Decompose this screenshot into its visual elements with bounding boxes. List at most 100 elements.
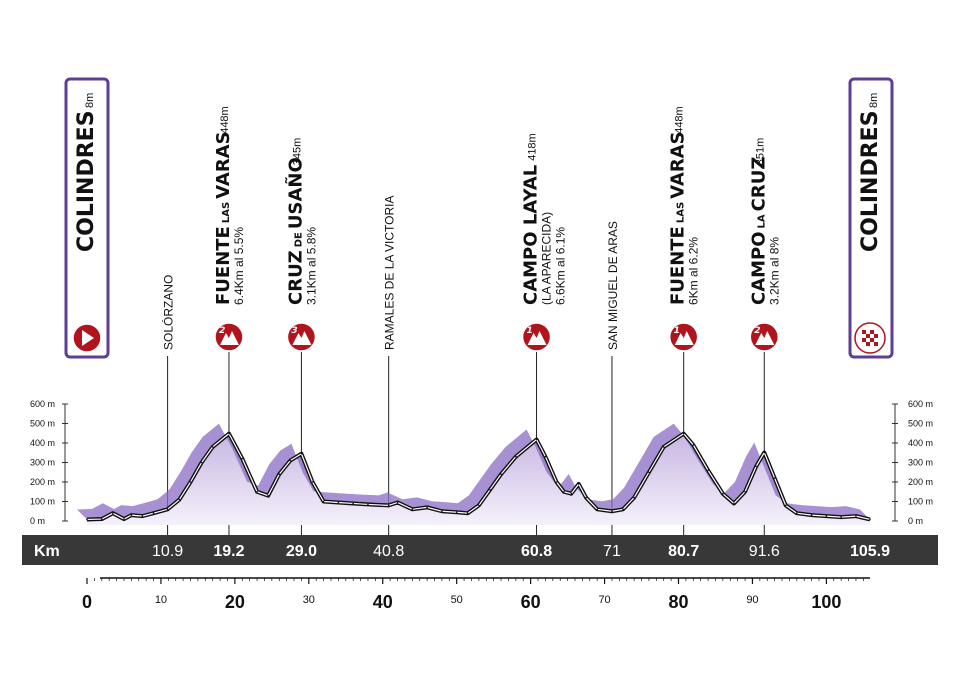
km-bar-value: 29.0 <box>286 543 317 560</box>
elevation-point <box>692 444 695 446</box>
x-tick-label: 30 <box>303 594 315 606</box>
climb-extra: (LA APARECIDA) <box>540 212 554 305</box>
elevation-point <box>840 516 842 518</box>
elevation-point <box>387 504 390 507</box>
elevation-point <box>585 496 587 499</box>
finish-flag-icon <box>854 322 886 354</box>
elevation-point <box>810 514 813 516</box>
mountain-category-icon: 1 <box>668 322 699 352</box>
km-bar-label: Km <box>34 543 60 560</box>
elevation-point <box>178 498 181 501</box>
waypoint-label: SAN MIGUEL DE ARAS <box>606 221 620 350</box>
elevation-point <box>722 492 724 495</box>
elevation-point <box>563 490 565 493</box>
elevation-point <box>662 446 665 448</box>
elevation-point <box>466 512 469 514</box>
km-bar-value: 80.7 <box>668 543 699 560</box>
climb-altitude: 448m <box>219 106 231 134</box>
climb-detail: 6.4Km al 5.5% <box>232 227 246 305</box>
climb-detail: 3.2Km al 8% <box>767 237 781 305</box>
elevation-point <box>86 518 88 521</box>
x-tick-label: 70 <box>598 594 610 606</box>
elevation-point <box>130 514 133 516</box>
start-alt: 8m <box>84 93 96 108</box>
elevation-point <box>112 512 114 514</box>
x-tick-label: 60 <box>521 592 541 612</box>
mountain-category-icon: 3 <box>286 322 317 352</box>
elevation-point <box>773 477 776 479</box>
elevation-point <box>426 506 428 509</box>
elevation-point <box>141 515 144 517</box>
x-tick-label: 100 <box>811 592 841 612</box>
y-axis-label-right: 0 m <box>908 516 923 526</box>
climb-category: 2 <box>219 326 225 336</box>
x-tick-label: 40 <box>373 592 393 612</box>
km-bar <box>22 535 938 565</box>
km-bar-value: 40.8 <box>373 543 404 560</box>
elevation-point <box>200 461 203 464</box>
y-axis-label-right: 100 m <box>908 497 933 507</box>
elevation-band <box>77 423 870 520</box>
elevation-line-highlight <box>86 433 871 521</box>
elevation-point <box>396 501 399 504</box>
elevation-point <box>322 500 325 503</box>
elevation-point <box>256 490 258 493</box>
climb-altitude: 351m <box>754 138 766 166</box>
elevation-point <box>152 512 155 514</box>
y-axis-label-left: 100 m <box>30 497 55 507</box>
elevation-point <box>869 518 871 521</box>
elevation-point <box>682 432 685 435</box>
climb-detail: 3.1Km al 5.8% <box>304 227 318 305</box>
elevation-point <box>577 483 580 485</box>
elevation-point <box>570 492 573 495</box>
km-bar-value: 105.9 <box>850 543 890 560</box>
elevation-point <box>596 508 598 511</box>
waypoint-label: RAMALES DE LA VICTORIA <box>383 196 397 351</box>
climb-detail: 6.6Km al 6.1% <box>554 227 568 305</box>
x-tick-label: 10 <box>155 594 167 606</box>
elevation-fill <box>87 433 870 525</box>
elevation-point <box>784 504 787 507</box>
y-axis-label-left: 500 m <box>30 419 55 429</box>
elevation-point <box>278 473 281 476</box>
climb-name: CAMPO LAYAL <box>521 165 542 305</box>
elevation-point <box>500 473 502 476</box>
climb-name: CRUZDEUSAÑO <box>283 157 306 305</box>
finish-panel: COLINDRES 8m <box>848 77 894 359</box>
elevation-point <box>633 496 635 499</box>
climb-category: 1 <box>674 326 680 336</box>
mountain-category-icon: 2 <box>749 322 780 352</box>
x-tick-label: 50 <box>451 594 463 606</box>
elevation-point <box>489 489 491 491</box>
finish-alt: 8m <box>868 93 880 108</box>
mountain-category-icon: 1 <box>521 322 552 352</box>
finish-name: COLINDRES <box>858 110 883 252</box>
elevation-point <box>411 508 414 511</box>
mountain-category-icon: 2 <box>214 322 244 352</box>
y-axis-label-right: 200 m <box>908 477 933 487</box>
climb-name: FUENTELASVARAS <box>668 131 689 305</box>
elevation-point <box>228 432 230 435</box>
y-axis-label-right: 400 m <box>908 438 933 448</box>
y-axis-label-left: 400 m <box>30 438 55 448</box>
km-bar-value: 10.9 <box>152 543 183 560</box>
start-name: COLINDRES <box>74 110 99 252</box>
elevation-point <box>855 515 857 517</box>
waypoint-label: SOLÓRZANO <box>161 275 176 350</box>
climb-name: FUENTELASVARAS <box>213 131 234 305</box>
x-tick-label: 20 <box>225 592 245 612</box>
km-bar-value: 60.8 <box>521 543 552 560</box>
y-axis-label-left: 200 m <box>30 477 55 487</box>
elevation-point <box>707 469 709 472</box>
elevation-point <box>755 465 757 468</box>
y-axis-label-right: 300 m <box>908 458 933 468</box>
elevation-point <box>478 504 480 507</box>
start-flag-icon <box>72 323 102 353</box>
y-axis-label-left: 600 m <box>30 399 55 409</box>
elevation-point <box>211 446 214 448</box>
elevation-point <box>733 502 735 505</box>
elevation-point <box>648 471 650 474</box>
start-panel: COLINDRES 8m <box>64 77 110 359</box>
climb-category: 1 <box>527 326 533 336</box>
